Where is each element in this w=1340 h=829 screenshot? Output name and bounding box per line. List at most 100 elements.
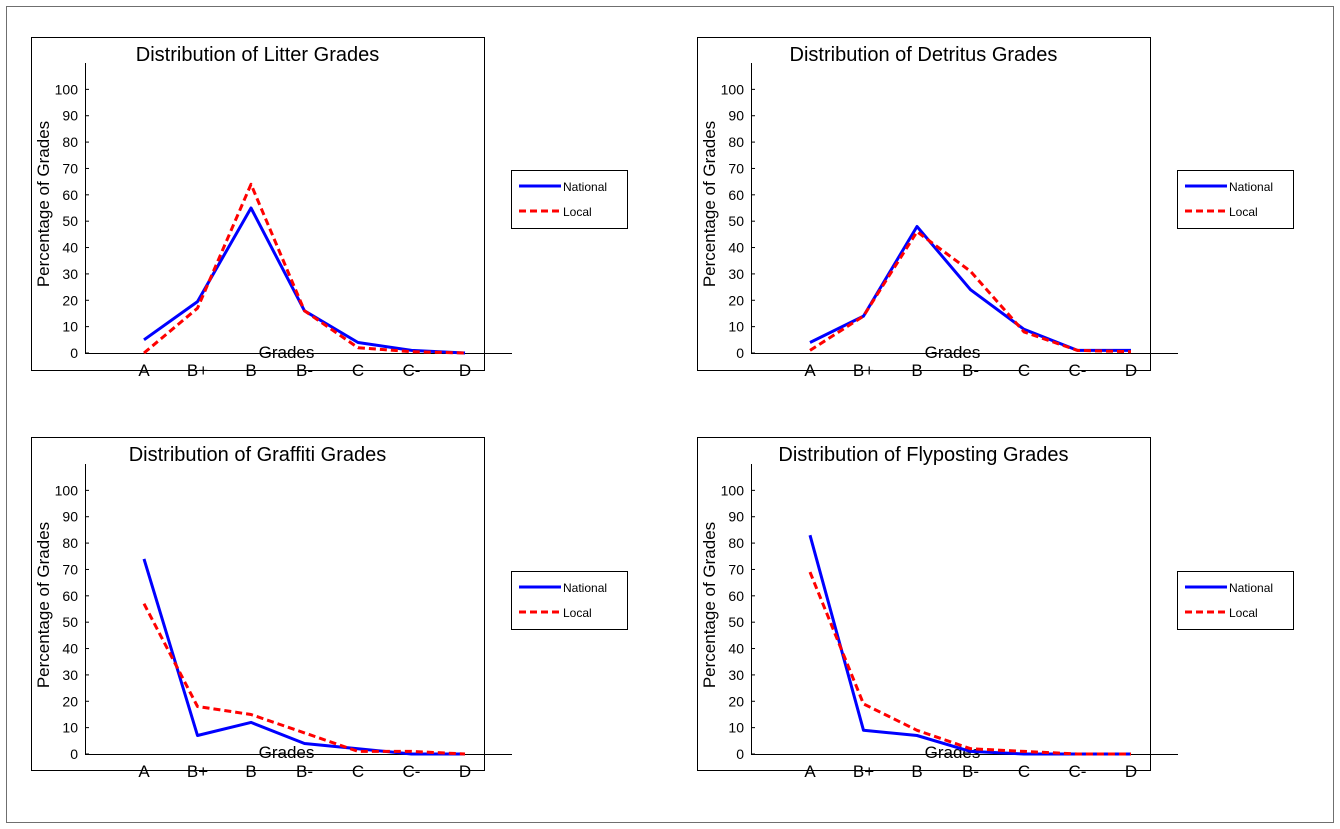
x-tick-label: A: [804, 361, 816, 380]
x-tick-label: D: [1125, 361, 1137, 380]
x-tick-label: C-: [1069, 361, 1087, 380]
y-tick-label: 20: [62, 693, 78, 709]
chart-box: [697, 437, 1151, 771]
y-tick-label: 50: [728, 614, 744, 630]
legend-box: [511, 170, 628, 229]
x-tick-label: D: [459, 762, 471, 781]
y-tick-label: 90: [728, 509, 744, 525]
series-line-local: [808, 571, 1131, 756]
chart-panel: Distribution of Detritus Grades 0 10 20 30 40…: [697, 37, 1294, 380]
y-tick-label: 100: [55, 482, 79, 498]
x-tick-label: C: [352, 762, 364, 781]
chart-panel: Distribution of Litter Grades 0 10 20 30 40 50…: [31, 37, 628, 380]
x-tick-label: B+: [853, 762, 874, 781]
x-tick-label: C: [352, 361, 364, 380]
y-axis-label: Percentage of Grades: [34, 522, 53, 688]
chart-box: [697, 37, 1151, 371]
legend-label-local: Local: [563, 606, 592, 620]
y-tick-label: 80: [62, 535, 78, 551]
x-tick-label: B-: [296, 361, 313, 380]
x-tick-label: B-: [962, 762, 979, 781]
y-tick-label: 60: [728, 588, 744, 604]
y-axis-label: Percentage of Grades: [34, 121, 53, 287]
legend: National Local: [511, 170, 628, 229]
y-tick-label: 60: [728, 187, 744, 203]
y-tick-label: 50: [62, 614, 78, 630]
x-tick-label: A: [138, 762, 150, 781]
y-tick-label: 80: [728, 134, 744, 150]
x-tick-label: D: [1125, 762, 1137, 781]
x-axis-label: Grades: [925, 343, 981, 362]
y-tick-label: 80: [728, 535, 744, 551]
y-tick-label: 50: [728, 213, 744, 229]
legend-label-national: National: [563, 581, 607, 595]
y-tick-label: 40: [728, 641, 744, 657]
x-tick-label: D: [459, 361, 471, 380]
y-tick-label: 100: [721, 482, 745, 498]
x-tick-label: C-: [1069, 762, 1087, 781]
y-tick-label: 30: [728, 266, 744, 282]
x-tick-label: B: [245, 361, 256, 380]
x-tick-label: A: [804, 762, 816, 781]
y-tick-label: 80: [62, 134, 78, 150]
legend: National Local: [1177, 571, 1294, 630]
y-tick-label: 90: [62, 509, 78, 525]
y-tick-label: 50: [62, 213, 78, 229]
y-tick-label: 20: [62, 292, 78, 308]
series-line-local: [142, 603, 466, 756]
chart-title: Distribution of Litter Grades: [136, 44, 379, 66]
chart-title: Distribution of Graffiti Grades: [129, 444, 387, 466]
legend-label-local: Local: [1229, 606, 1258, 620]
x-tick-label: B-: [296, 762, 313, 781]
y-tick-label: 40: [62, 240, 78, 256]
y-tick-label: 0: [70, 345, 78, 361]
x-tick-label: B+: [187, 361, 208, 380]
y-axis-label: Percentage of Grades: [700, 522, 719, 688]
legend: National Local: [511, 571, 628, 630]
x-tick-label: C-: [403, 762, 421, 781]
y-tick-label: 100: [55, 81, 79, 97]
y-tick-label: 70: [728, 160, 744, 176]
x-axis-label: Grades: [259, 343, 315, 362]
y-tick-label: 10: [62, 319, 78, 335]
y-tick-label: 40: [62, 641, 78, 657]
legend-label-national: National: [1229, 581, 1273, 595]
y-tick-label: 20: [728, 693, 744, 709]
x-tick-label: C: [1018, 361, 1030, 380]
legend-box: [511, 571, 628, 630]
y-tick-label: 100: [721, 81, 745, 97]
y-tick-label: 30: [62, 667, 78, 683]
series-line-local: [143, 182, 466, 355]
chart-panel: Distribution of Graffiti Grades 0 10 20 30 40…: [31, 437, 628, 781]
x-tick-label: B: [911, 762, 922, 781]
y-tick-label: 70: [62, 160, 78, 176]
y-tick-label: 10: [728, 319, 744, 335]
y-tick-label: 60: [62, 588, 78, 604]
x-tick-label: B+: [187, 762, 208, 781]
y-tick-label: 30: [62, 266, 78, 282]
y-tick-label: 10: [728, 720, 744, 736]
y-tick-label: 30: [728, 667, 744, 683]
legend-box: [1177, 571, 1294, 630]
x-tick-label: B+: [853, 361, 874, 380]
y-tick-label: 60: [62, 187, 78, 203]
x-tick-label: B-: [962, 361, 979, 380]
legend-label-local: Local: [563, 205, 592, 219]
y-tick-label: 20: [728, 292, 744, 308]
y-axis-label: Percentage of Grades: [700, 121, 719, 287]
chart-title: Distribution of Detritus Grades: [790, 44, 1058, 66]
y-tick-label: 0: [736, 746, 744, 762]
y-tick-label: 40: [728, 240, 744, 256]
y-tick-label: 10: [62, 720, 78, 736]
x-tick-label: C: [1018, 762, 1030, 781]
legend-label-national: National: [1229, 180, 1273, 194]
y-tick-label: 0: [736, 345, 744, 361]
legend: National Local: [1177, 170, 1294, 229]
y-tick-label: 90: [728, 108, 744, 124]
x-tick-label: B: [911, 361, 922, 380]
x-tick-label: A: [138, 361, 150, 380]
x-axis-label: Grades: [259, 743, 315, 762]
legend-label-national: National: [563, 180, 607, 194]
x-tick-label: B: [245, 762, 256, 781]
